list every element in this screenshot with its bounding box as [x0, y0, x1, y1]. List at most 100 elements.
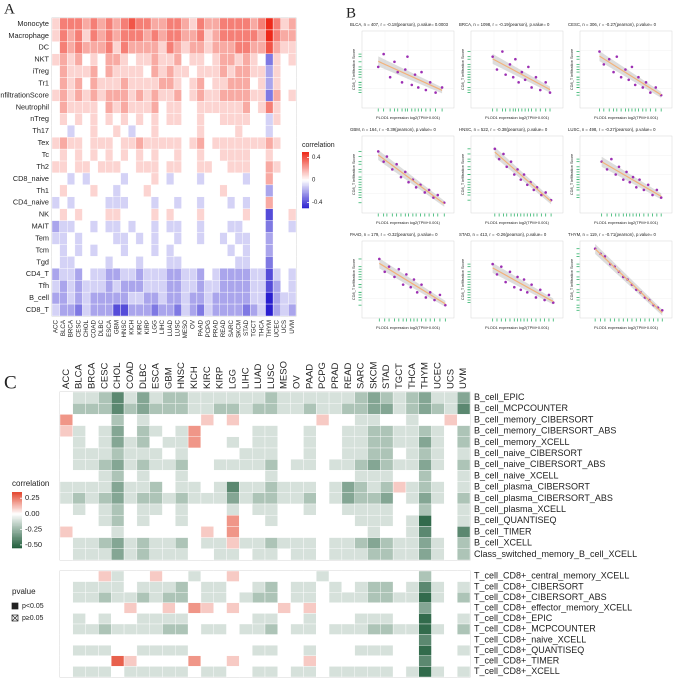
heatmap-cell	[251, 414, 266, 426]
heatmap-cell	[277, 537, 291, 549]
heatmap-cell	[166, 268, 175, 281]
heatmap-cell	[162, 470, 176, 482]
colorbar-step	[302, 153, 309, 156]
heatmap-cell	[405, 481, 419, 494]
heatmap-cell	[456, 526, 471, 538]
heatmap-cell	[277, 515, 291, 527]
heatmap-cell	[150, 172, 159, 186]
heatmap-cell	[123, 592, 138, 604]
heatmap-cell	[150, 220, 159, 233]
heatmap-cell	[200, 602, 214, 614]
heatmap-cell	[111, 403, 125, 415]
heatmap-cell	[82, 303, 91, 317]
heatmap-cell	[196, 280, 205, 293]
heatmap-cell	[290, 459, 304, 471]
heatmap-cell	[111, 526, 125, 538]
heatmap-cell	[444, 459, 458, 471]
heatmap-cell	[98, 447, 112, 460]
fit-line	[377, 154, 445, 205]
colorbar-step	[12, 504, 22, 507]
heatmap-cell	[89, 101, 98, 114]
heatmap-cell	[316, 655, 330, 667]
heatmap-cell	[290, 515, 304, 527]
heatmap-cell	[290, 481, 304, 494]
heatmap-cell	[89, 291, 98, 305]
heatmap-cell	[264, 459, 279, 471]
heatmap-cell	[242, 17, 251, 31]
column-label: THYM	[420, 362, 431, 389]
heatmap-cell	[123, 403, 138, 415]
scatter-point	[505, 165, 509, 169]
heatmap-cell	[250, 113, 259, 126]
row-label: Neutrophil	[16, 102, 50, 111]
heatmap-cell	[341, 447, 355, 460]
heatmap-cell	[59, 303, 68, 317]
heatmap-cell	[67, 125, 76, 138]
heatmap-cell	[128, 303, 137, 317]
heatmap-cell	[272, 29, 281, 43]
heatmap-cell	[444, 447, 458, 460]
heatmap-cell	[211, 268, 220, 281]
heatmap-cell	[98, 655, 112, 667]
heatmap-cell	[265, 101, 274, 114]
heatmap-cell	[405, 436, 419, 449]
heatmap-cell	[265, 268, 274, 281]
heatmap-cell	[303, 548, 317, 561]
heatmap-cell	[74, 160, 83, 174]
heatmap-cell	[74, 148, 83, 162]
heatmap-cell	[227, 29, 236, 43]
heatmap-cell	[98, 403, 112, 415]
heatmap-cell	[150, 29, 159, 43]
heatmap-cell	[196, 160, 205, 174]
heatmap-cell	[150, 148, 159, 162]
heatmap-cell	[204, 17, 213, 31]
heatmap-cell	[290, 414, 304, 426]
colorbar-step	[302, 170, 309, 172]
row-label: Macrophage	[8, 31, 49, 40]
heatmap-cell	[303, 447, 317, 460]
scatter-point	[400, 81, 404, 84]
heatmap-cell	[354, 634, 368, 646]
heatmap-cell	[162, 459, 176, 471]
heatmap-cell	[85, 570, 99, 582]
heatmap-cell	[59, 655, 74, 667]
heatmap-cell	[74, 172, 83, 186]
heatmap-cell	[189, 17, 198, 31]
heatmap-cell	[74, 29, 83, 43]
heatmap-cell	[123, 391, 138, 404]
heatmap-cell	[418, 623, 432, 635]
column-label: SKCM	[235, 320, 242, 338]
heatmap-cell	[166, 136, 175, 150]
heatmap-cell	[123, 447, 138, 460]
colorbar-tick-label: -0.25	[25, 524, 42, 533]
heatmap-cell	[303, 645, 317, 657]
heatmap-cell	[82, 184, 91, 198]
heatmap-cell	[211, 256, 220, 269]
heatmap-cell	[98, 581, 112, 593]
heatmap-cell	[136, 602, 150, 614]
heatmap-cell	[354, 537, 368, 549]
heatmap-cell	[82, 148, 91, 162]
heatmap-cell	[405, 655, 419, 667]
heatmap-cell	[316, 602, 330, 614]
heatmap-cell	[128, 17, 137, 31]
heatmap-cell	[392, 447, 407, 460]
scatter-point	[631, 175, 635, 179]
heatmap-cell	[354, 645, 368, 657]
heatmap-cell	[234, 172, 243, 186]
heatmap-cell	[105, 220, 114, 233]
heatmap-cell	[72, 634, 86, 646]
heatmap-cell	[264, 655, 279, 667]
heatmap-cell	[288, 148, 297, 162]
heatmap-cell	[431, 623, 445, 635]
heatmap-cell	[72, 414, 86, 426]
heatmap-cell	[120, 89, 129, 102]
heatmap-cell	[226, 425, 240, 438]
heatmap-cell	[149, 515, 163, 527]
heatmap-cell	[380, 391, 394, 404]
heatmap-cell	[234, 148, 243, 162]
heatmap-cell	[290, 570, 304, 582]
heatmap-cell	[242, 29, 251, 43]
heatmap-cell	[418, 666, 432, 678]
heatmap-cell	[158, 136, 167, 150]
